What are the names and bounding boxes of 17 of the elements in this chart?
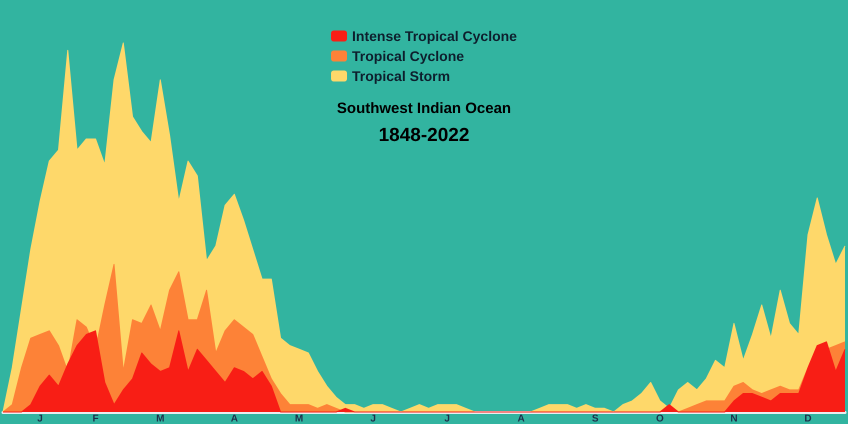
- x-tick-label: J: [444, 414, 450, 424]
- x-tick-label: D: [804, 414, 812, 424]
- x-tick-label: J: [370, 414, 376, 424]
- x-tick-label: J: [37, 414, 43, 424]
- legend-label: Tropical Storm: [352, 68, 450, 84]
- x-tick-label: O: [656, 414, 664, 424]
- text: Southwest Indian Ocean: [336, 100, 512, 117]
- legend-label: Intense Tropical Cyclone: [352, 28, 518, 44]
- x-tick-label: M: [294, 414, 304, 424]
- legend-label: Tropical Cyclone: [352, 48, 464, 64]
- text: 1848-2022: [378, 125, 470, 146]
- x-tick-label: A: [230, 414, 238, 424]
- x-tick-label: F: [92, 414, 99, 424]
- x-tick-label: S: [592, 414, 599, 424]
- x-tick-label: M: [156, 414, 164, 424]
- x-tick-label: N: [730, 414, 738, 424]
- x-tick-label: A: [518, 414, 525, 424]
